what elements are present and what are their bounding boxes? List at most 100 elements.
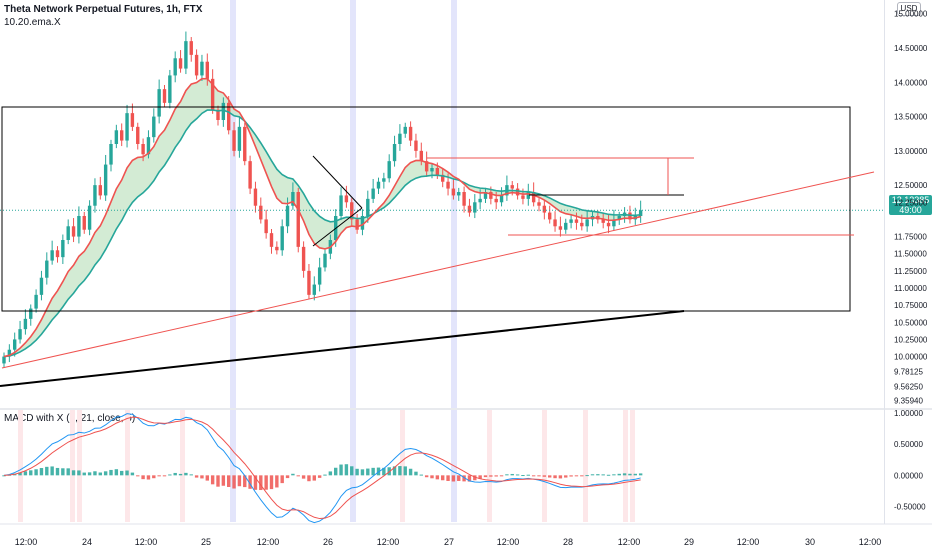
macd-histogram-bar [526,474,530,476]
triangle-lower [312,207,363,247]
candle-body [526,192,530,199]
macd-histogram-bar [269,475,274,490]
macd-histogram-bar [141,475,145,480]
indicator-label[interactable]: 10.20.ema.X [4,17,61,28]
macd-highlight [583,410,588,522]
currency-badge[interactable]: USD [897,2,921,16]
macd-histogram-bar [355,468,359,476]
ema-lines-layer [3,77,641,358]
candle-body [82,216,86,230]
macd-histogram-bar [382,467,386,476]
candle-body [515,188,520,196]
macd-histogram-bar [542,475,547,477]
macd-histogram-bar [66,468,70,476]
macd-histogram-bar [312,475,316,481]
price-tick-label: 11.25000 [894,267,927,276]
macd-histogram-bar [136,475,140,477]
macd-histogram-bar [414,471,418,476]
price-tick-label: 10.50000 [894,318,928,327]
macd-histogram-bar [515,474,520,476]
macd-histogram-bar [248,475,252,489]
macd-histogram-bar [210,475,215,485]
candle-body [98,185,102,196]
macd-histogram-bar [301,475,306,479]
candle-body [216,109,220,120]
time-tick-label: 26 [323,537,333,547]
macd-layer [2,413,643,524]
candle-body [323,253,327,268]
macd-histogram-bar [451,475,456,482]
macd-histogram-bar [98,472,102,476]
candle-body [430,168,434,172]
price-tick-label: 11.00000 [894,284,927,293]
candle-body [152,116,156,138]
time-tick-label: 12:00 [135,537,158,547]
macd-histogram-bar [178,473,183,476]
macd-histogram-bar [291,473,295,476]
ema-ribbon-layer [4,78,641,357]
macd-histogram-bar [596,474,600,476]
candle-body [194,54,199,76]
candle-body [50,250,54,261]
candle-body [617,216,621,220]
session-highlight [350,410,356,522]
macd-histogram-bar [45,466,49,476]
macd-histogram-bar [157,475,161,477]
candle-body [285,205,290,227]
candle-body [339,195,343,216]
macd-histogram-bar [430,475,434,479]
macd-histogram-bar [317,475,322,478]
candle-body [612,219,616,227]
candle-body [162,89,167,103]
macd-legend[interactable]: MACD with X (8, 21, close, 5) [4,413,136,424]
candle-body [366,198,370,216]
macd-histogram-bar [441,475,445,481]
candle-body [87,205,92,230]
candle-body [221,102,226,120]
last-price-label: 12.13385 [891,195,930,205]
candle-body [136,126,140,144]
symbol-title[interactable]: Theta Network Perpetual Futures, 1h, FTX [4,4,203,15]
time-tick-label: 12:00 [257,537,280,547]
candle-body [542,205,547,213]
macd-histogram-bar [585,475,589,477]
macd-histogram-bar [505,474,509,476]
candle-body [23,318,28,330]
candle-body [558,226,563,230]
macd-histogram-bar [350,466,354,476]
macd-histogram-bar [483,475,488,478]
macd-tick-label: 0.50000 [894,440,923,449]
time-tick-label: 12:00 [859,537,882,547]
macd-histogram-bar [574,475,579,477]
macd-histogram-bar [205,475,209,481]
macd-histogram-bar [408,468,413,476]
macd-histogram-bar [82,472,86,476]
candle-body [173,58,177,76]
candle-body [93,185,97,206]
time-tick-label: 12:00 [15,537,38,547]
candle-body [237,126,242,151]
candle-body [120,130,124,141]
candle-body [296,192,300,247]
candle-body [168,75,172,103]
macd-histogram-bar [419,474,423,476]
candle-body [585,219,589,227]
macd-histogram-bar [152,475,156,479]
price-tick-label: 9.78125 [894,368,923,377]
macd-histogram-bar [307,475,311,482]
macd-tick-label: 0.00000 [894,471,923,480]
macd-histogram-bar [259,475,263,491]
macd-histogram-bar [200,475,204,479]
macd-histogram-bar [590,474,595,476]
candle-body [146,137,151,155]
macd-histogram-bar [489,475,493,477]
rising-trendline [1,171,875,369]
macd-histogram-bar [344,464,349,476]
ema-fast-line [3,77,641,358]
candle-body [205,61,209,79]
candle-body [109,144,113,165]
macd-histogram-bar [606,474,611,476]
macd-histogram-bar [558,475,563,479]
macd-histogram-bar [398,466,402,476]
